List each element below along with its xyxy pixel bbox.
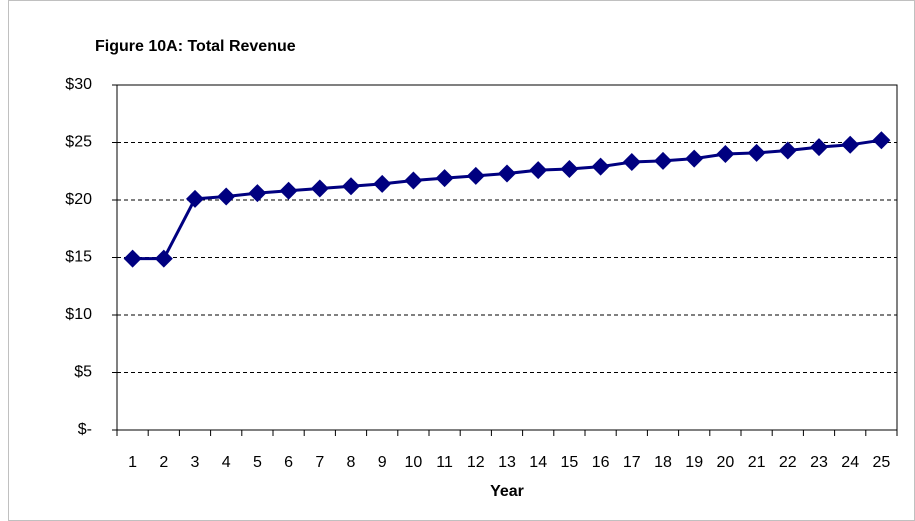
marker — [435, 169, 454, 188]
x-tick-label: 2 — [159, 454, 168, 471]
marker — [560, 159, 579, 178]
marker — [279, 181, 298, 200]
x-tick-label: 25 — [873, 454, 891, 471]
x-tick-label: 5 — [253, 454, 262, 471]
x-tick-label: 10 — [405, 454, 423, 471]
x-tick-label: 15 — [561, 454, 579, 471]
marker — [654, 151, 672, 170]
y-tick-label: $5 — [74, 364, 92, 381]
marker — [622, 153, 641, 172]
x-tick-label: 3 — [191, 454, 200, 471]
marker — [747, 143, 766, 162]
chart-title: Figure 10A: Total Revenue — [95, 38, 296, 55]
x-tick-label: 16 — [592, 454, 610, 471]
x-tick-label: 22 — [779, 454, 797, 471]
x-tick-label: 1 — [128, 454, 137, 471]
x-tick-label: 13 — [498, 454, 516, 471]
marker — [591, 157, 610, 176]
x-tick-label: 12 — [467, 454, 485, 471]
y-tick-label: $15 — [65, 249, 92, 266]
marker — [529, 161, 548, 180]
marker — [217, 187, 236, 206]
marker — [466, 166, 485, 185]
marker — [778, 141, 797, 160]
marker — [841, 135, 860, 154]
chart-frame — [8, 0, 915, 521]
marker — [154, 249, 173, 268]
marker — [404, 171, 423, 190]
x-tick-label: 14 — [529, 454, 547, 471]
y-tick-label: $- — [78, 421, 92, 438]
x-tick-label: 18 — [654, 454, 672, 471]
x-tick-label: 9 — [378, 454, 387, 471]
marker — [342, 177, 360, 196]
x-axis-label: Year — [490, 483, 524, 500]
x-tick-label: 23 — [810, 454, 828, 471]
x-tick-label: 4 — [222, 454, 231, 471]
x-tick-label: 8 — [347, 454, 356, 471]
marker — [685, 149, 704, 168]
marker — [186, 189, 204, 208]
marker — [248, 184, 267, 203]
marker — [810, 138, 828, 157]
x-tick-label: 6 — [284, 454, 293, 471]
y-tick-label: $30 — [65, 76, 92, 93]
y-tick-label: $25 — [65, 134, 92, 151]
marker — [872, 131, 891, 150]
marker — [310, 179, 329, 198]
x-tick-label: 17 — [623, 454, 641, 471]
x-tick-label: 19 — [685, 454, 703, 471]
marker — [716, 145, 735, 163]
x-tick-label: 24 — [841, 454, 859, 471]
x-tick-label: 7 — [315, 454, 324, 471]
x-tick-label: 21 — [748, 454, 766, 471]
y-tick-label: $10 — [65, 306, 92, 323]
x-tick-label: 20 — [717, 454, 735, 471]
marker — [498, 164, 516, 183]
marker — [123, 249, 142, 268]
x-tick-label: 11 — [436, 454, 453, 471]
y-tick-label: $20 — [65, 191, 92, 208]
marker — [373, 174, 392, 193]
